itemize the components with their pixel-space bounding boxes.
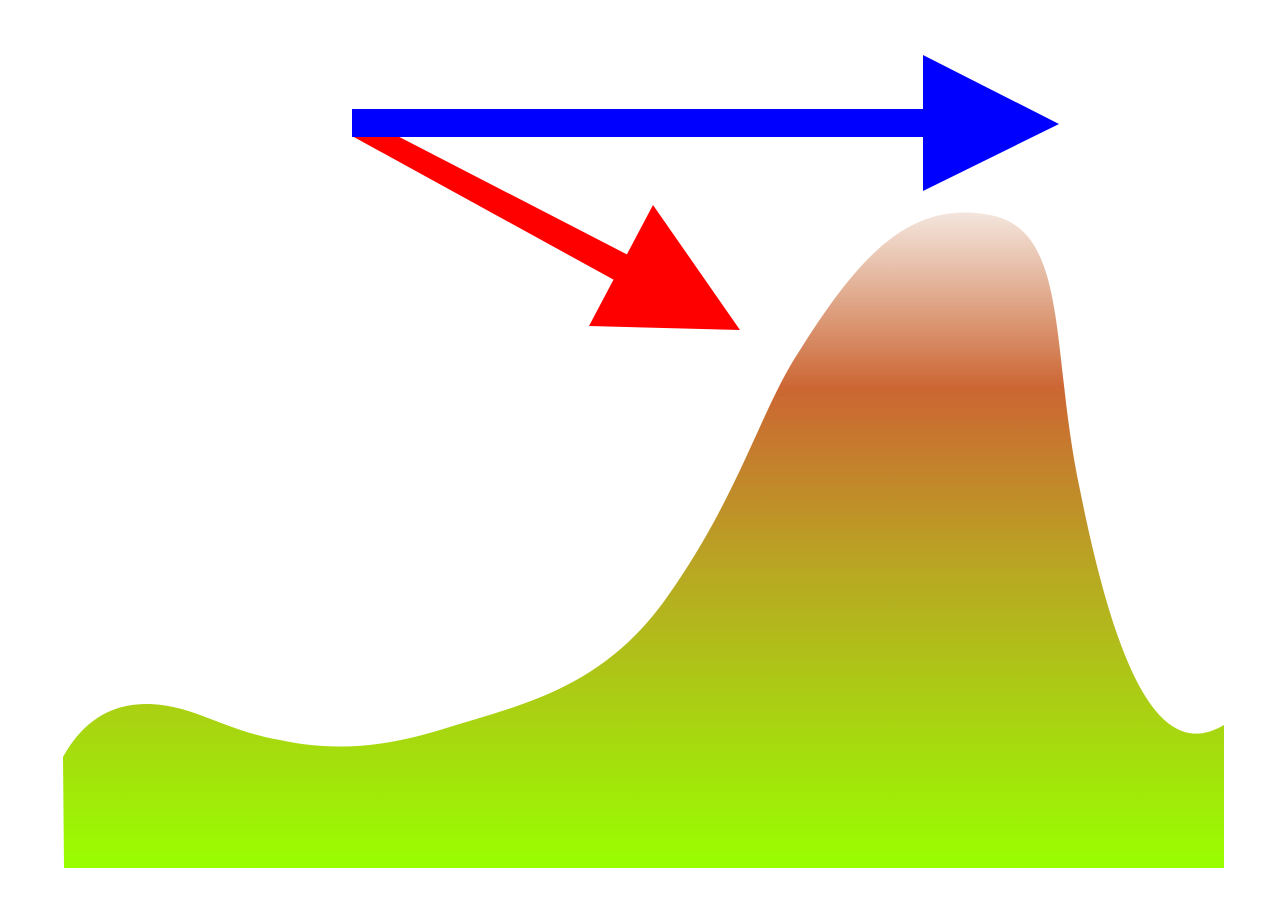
mountain	[63, 212, 1224, 869]
red-arrow-head	[589, 205, 740, 330]
blue-arrow-head	[923, 55, 1059, 191]
red-arrow-shaft	[352, 127, 630, 281]
blue-arrow-shaft	[352, 109, 927, 137]
